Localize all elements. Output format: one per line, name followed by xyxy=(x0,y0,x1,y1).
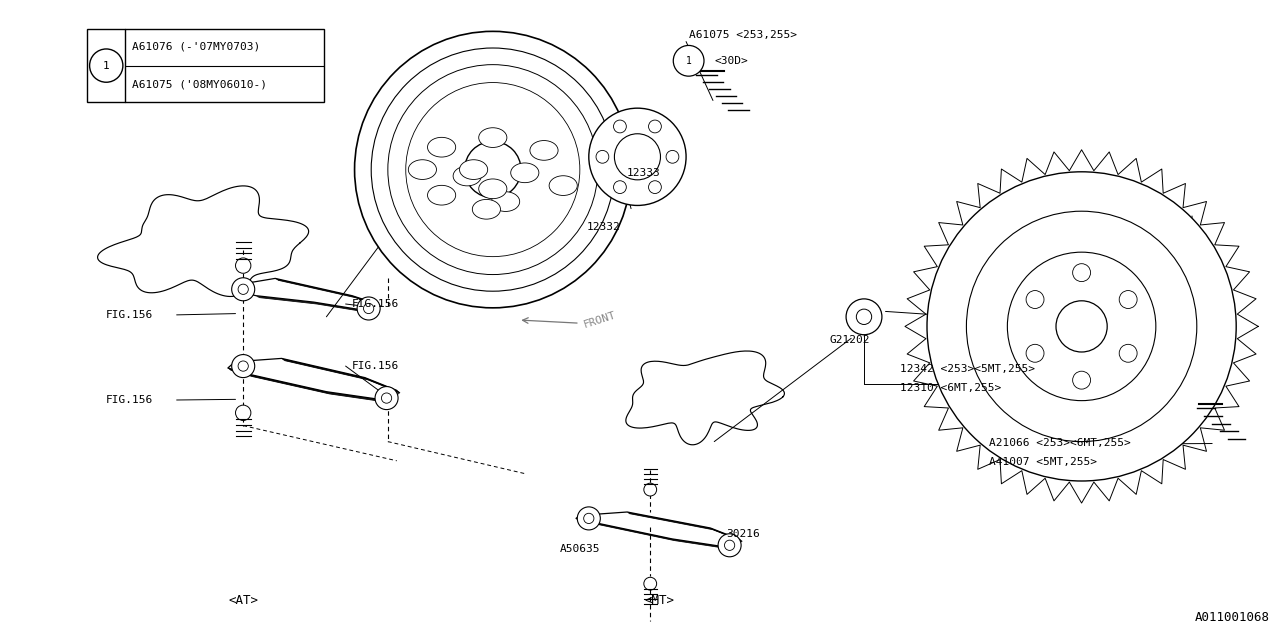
Text: A011001068: A011001068 xyxy=(1194,611,1270,624)
Ellipse shape xyxy=(1119,344,1137,362)
Ellipse shape xyxy=(856,309,872,324)
Ellipse shape xyxy=(673,45,704,76)
Ellipse shape xyxy=(614,134,660,180)
Ellipse shape xyxy=(846,299,882,335)
Text: 12333: 12333 xyxy=(627,168,660,178)
Ellipse shape xyxy=(453,166,481,186)
Ellipse shape xyxy=(232,355,255,378)
Ellipse shape xyxy=(472,200,500,219)
Ellipse shape xyxy=(238,361,248,371)
Ellipse shape xyxy=(479,179,507,198)
Ellipse shape xyxy=(644,483,657,496)
Ellipse shape xyxy=(492,192,520,211)
Ellipse shape xyxy=(236,405,251,420)
Ellipse shape xyxy=(364,303,374,314)
Text: FIG.156: FIG.156 xyxy=(352,361,399,371)
Ellipse shape xyxy=(479,128,507,147)
Ellipse shape xyxy=(666,150,678,163)
Ellipse shape xyxy=(1007,252,1156,401)
Ellipse shape xyxy=(577,507,600,530)
Ellipse shape xyxy=(408,160,436,179)
Ellipse shape xyxy=(1119,291,1137,308)
Text: FIG.156: FIG.156 xyxy=(106,310,154,320)
Text: A50635: A50635 xyxy=(559,544,600,554)
Ellipse shape xyxy=(718,534,741,557)
Ellipse shape xyxy=(644,577,657,590)
Ellipse shape xyxy=(357,297,380,320)
Ellipse shape xyxy=(584,513,594,524)
Ellipse shape xyxy=(613,120,626,133)
Text: A61075 ('08MY06010-): A61075 ('08MY06010-) xyxy=(132,79,266,90)
Text: FRONT: FRONT xyxy=(582,310,617,330)
Ellipse shape xyxy=(966,211,1197,442)
Ellipse shape xyxy=(90,49,123,82)
Text: <AT>: <AT> xyxy=(228,594,259,607)
Ellipse shape xyxy=(1073,371,1091,389)
Ellipse shape xyxy=(1056,301,1107,352)
Ellipse shape xyxy=(465,141,521,198)
Text: 12332: 12332 xyxy=(586,222,620,232)
Ellipse shape xyxy=(649,180,662,193)
Ellipse shape xyxy=(649,120,662,133)
Ellipse shape xyxy=(549,176,577,195)
Text: A61075 <253,255>: A61075 <253,255> xyxy=(689,30,796,40)
Text: A41007 <5MT,255>: A41007 <5MT,255> xyxy=(989,457,1097,467)
Ellipse shape xyxy=(355,31,631,308)
Bar xyxy=(87,29,324,102)
Text: <MT>: <MT> xyxy=(644,594,675,607)
Ellipse shape xyxy=(428,186,456,205)
Ellipse shape xyxy=(460,160,488,179)
Text: 30216: 30216 xyxy=(726,529,759,540)
Ellipse shape xyxy=(511,163,539,182)
Text: G21202: G21202 xyxy=(829,335,870,346)
Ellipse shape xyxy=(1027,291,1044,308)
Text: 12342 <253><5MT,255>: 12342 <253><5MT,255> xyxy=(900,364,1034,374)
Ellipse shape xyxy=(1073,264,1091,282)
Ellipse shape xyxy=(1027,344,1044,362)
Ellipse shape xyxy=(530,141,558,160)
Text: 1: 1 xyxy=(102,61,110,70)
Ellipse shape xyxy=(371,48,614,291)
Ellipse shape xyxy=(381,393,392,403)
Ellipse shape xyxy=(613,180,626,193)
Ellipse shape xyxy=(388,65,598,275)
Text: 1: 1 xyxy=(686,56,691,66)
Ellipse shape xyxy=(589,108,686,205)
Ellipse shape xyxy=(238,284,248,294)
Ellipse shape xyxy=(428,138,456,157)
Ellipse shape xyxy=(375,387,398,410)
Text: A21066 <253><6MT,255>: A21066 <253><6MT,255> xyxy=(989,438,1132,448)
Text: FIG.156: FIG.156 xyxy=(106,395,154,405)
Ellipse shape xyxy=(927,172,1236,481)
Text: <30D>: <30D> xyxy=(714,56,748,66)
Text: 12310 <6MT,255>: 12310 <6MT,255> xyxy=(900,383,1001,393)
Ellipse shape xyxy=(724,540,735,550)
Ellipse shape xyxy=(236,258,251,273)
Text: FIG.156: FIG.156 xyxy=(352,299,399,309)
Text: A61076 (-'07MY0703): A61076 (-'07MY0703) xyxy=(132,41,260,51)
Ellipse shape xyxy=(596,150,609,163)
Ellipse shape xyxy=(232,278,255,301)
Ellipse shape xyxy=(406,83,580,257)
